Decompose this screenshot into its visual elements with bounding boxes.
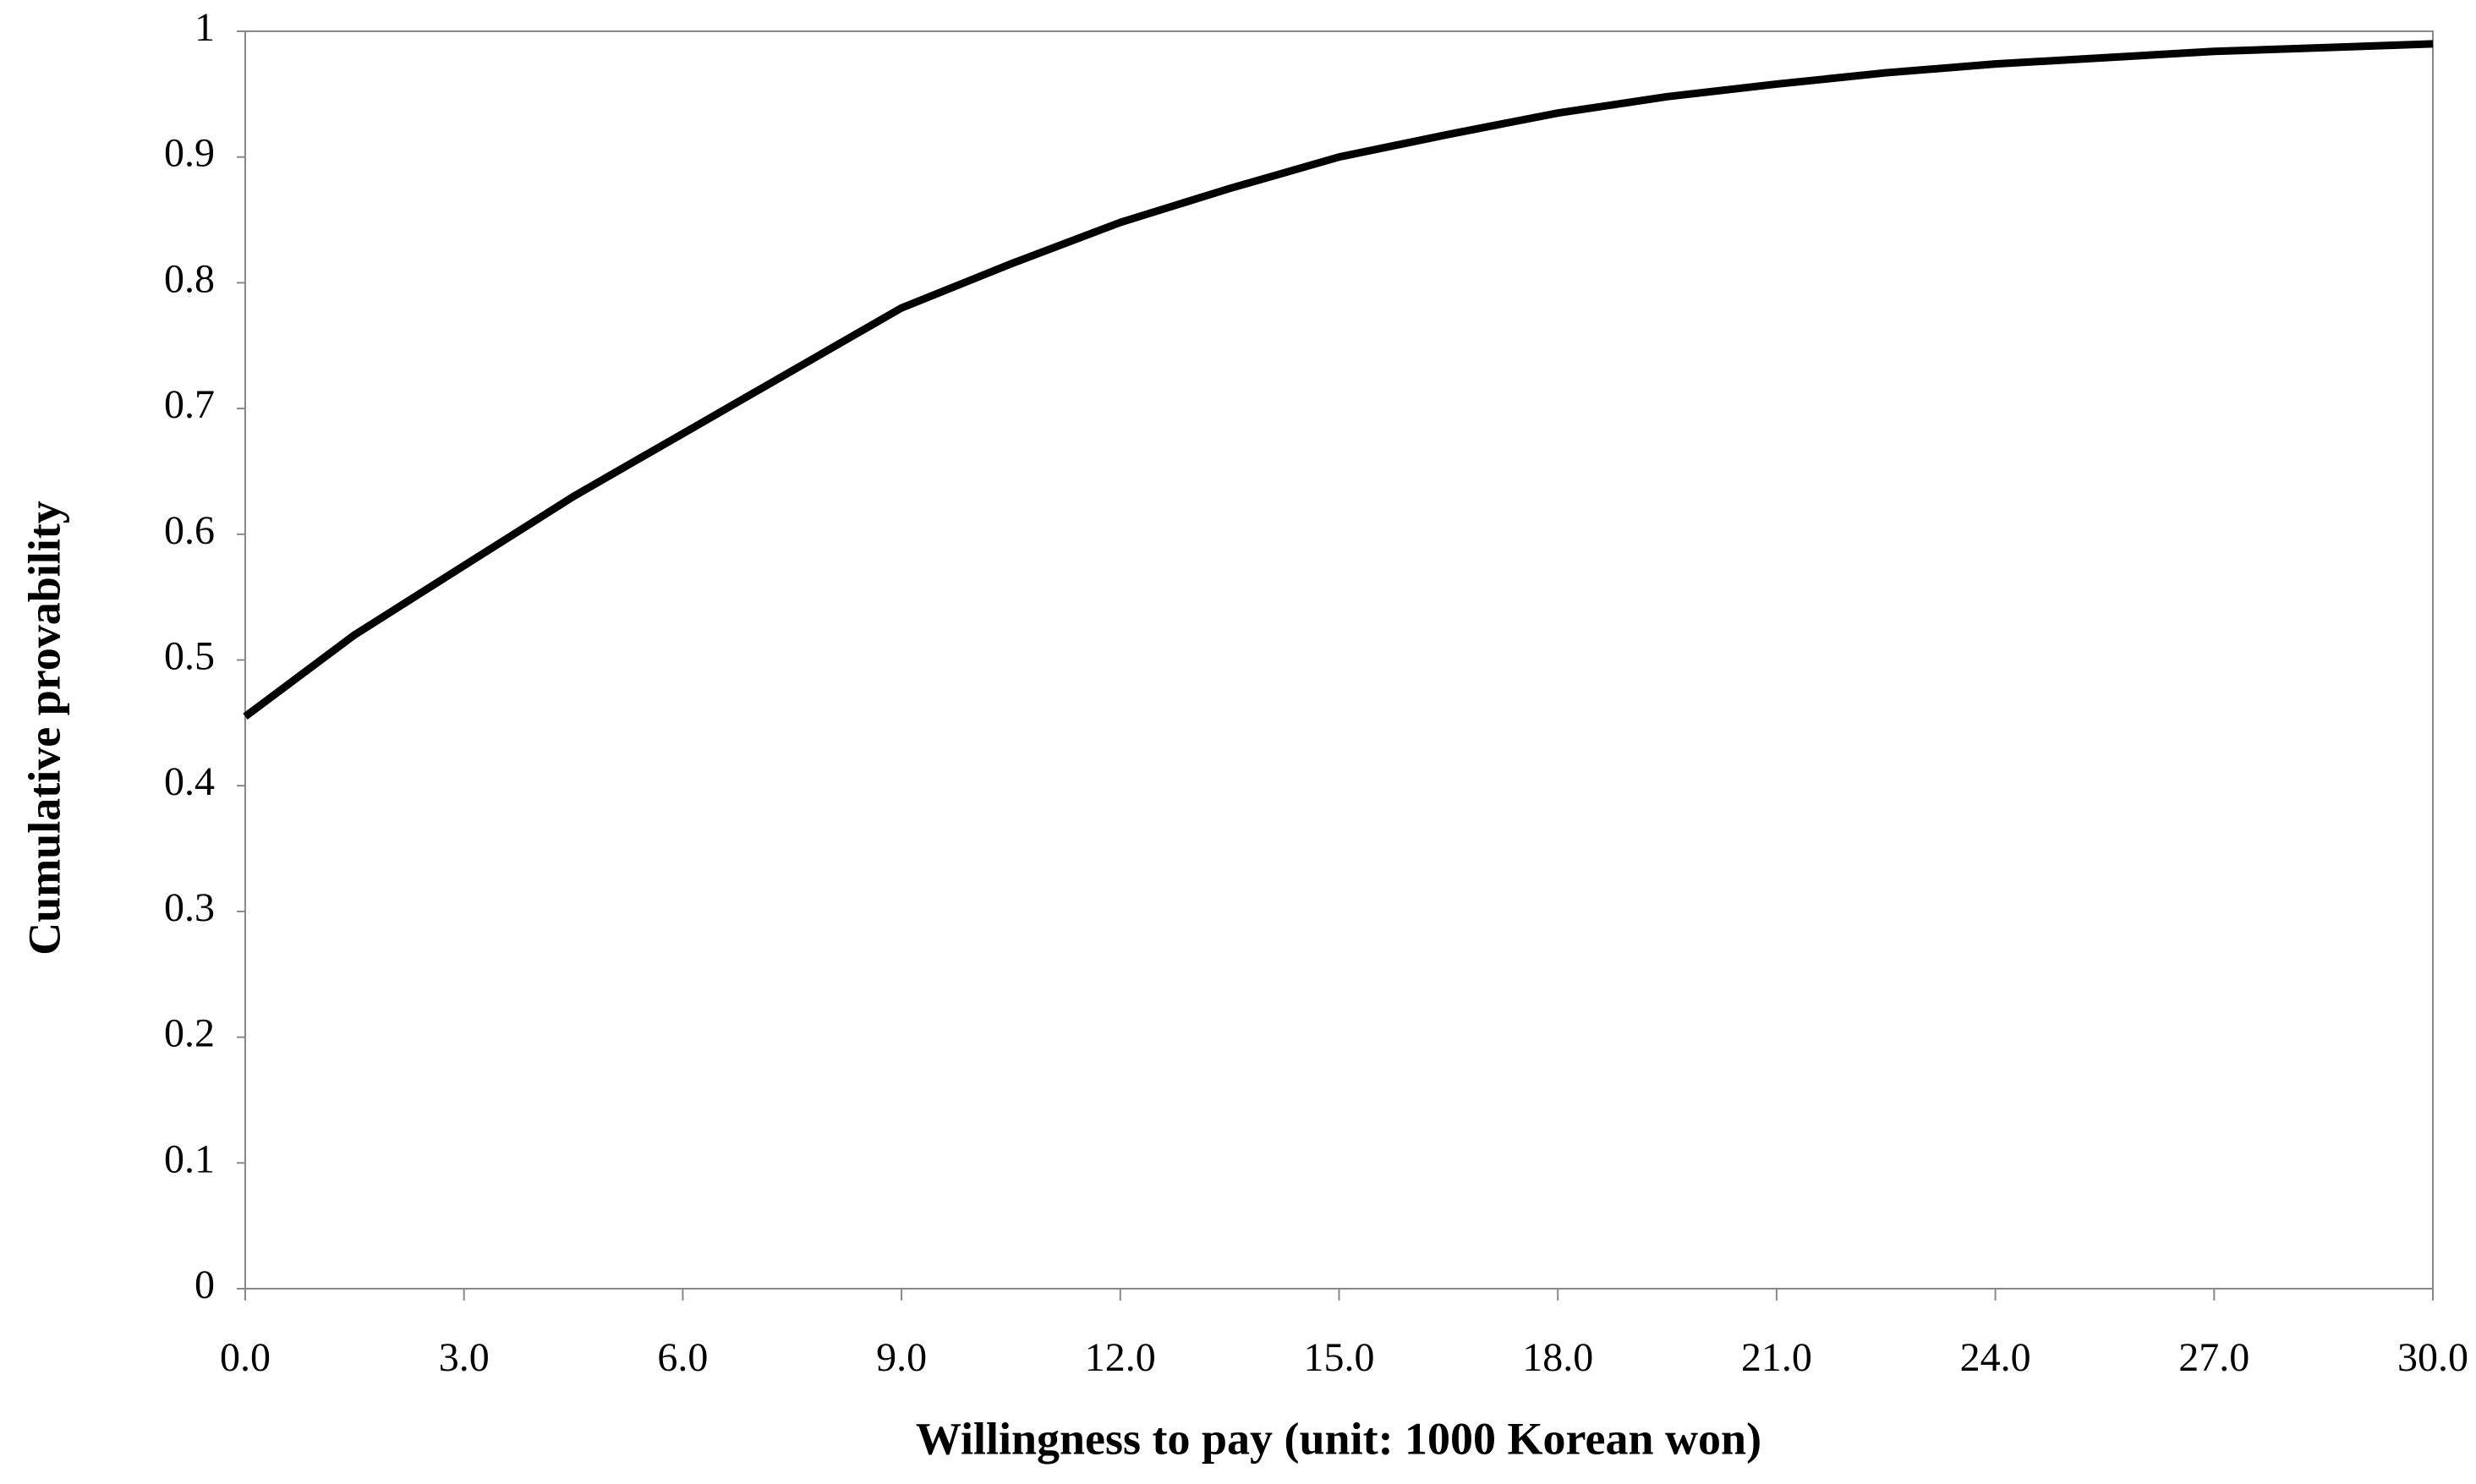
x-tick-label: 15.0 — [1304, 1335, 1375, 1380]
x-axis-title: Willingness to pay (unit: 1000 Korean wo… — [916, 1413, 1761, 1464]
x-tick-label: 27.0 — [2178, 1335, 2249, 1380]
y-tick-label: 0.1 — [164, 1136, 215, 1181]
x-tick-label: 24.0 — [1960, 1335, 2031, 1380]
x-tick-label: 18.0 — [1522, 1335, 1593, 1380]
x-tick-label: 6.0 — [657, 1335, 708, 1380]
x-tick-label: 0.0 — [220, 1335, 271, 1380]
y-tick-label: 0.9 — [164, 131, 215, 176]
y-tick-label: 0.2 — [164, 1011, 215, 1056]
y-tick-label: 0.6 — [164, 508, 215, 553]
y-tick-label: 1 — [194, 5, 215, 50]
y-axis-title: Cumulative provability — [19, 501, 69, 956]
y-tick-label: 0.8 — [164, 256, 215, 301]
x-tick-label: 30.0 — [2397, 1335, 2468, 1380]
line-series — [243, 40, 2434, 720]
x-tick-label: 21.0 — [1741, 1335, 1812, 1380]
y-tick-label: 0.5 — [164, 634, 215, 679]
y-tick-label: 0.3 — [164, 885, 215, 930]
y-tick-label: 0.7 — [164, 382, 215, 427]
y-tick-label: 0.4 — [164, 759, 215, 804]
y-tick-label: 0 — [194, 1262, 215, 1307]
x-tick-label: 3.0 — [439, 1335, 490, 1380]
plot-frame — [244, 30, 2434, 1290]
x-tick-label: 12.0 — [1085, 1335, 1156, 1380]
x-tick-label: 9.0 — [876, 1335, 927, 1380]
